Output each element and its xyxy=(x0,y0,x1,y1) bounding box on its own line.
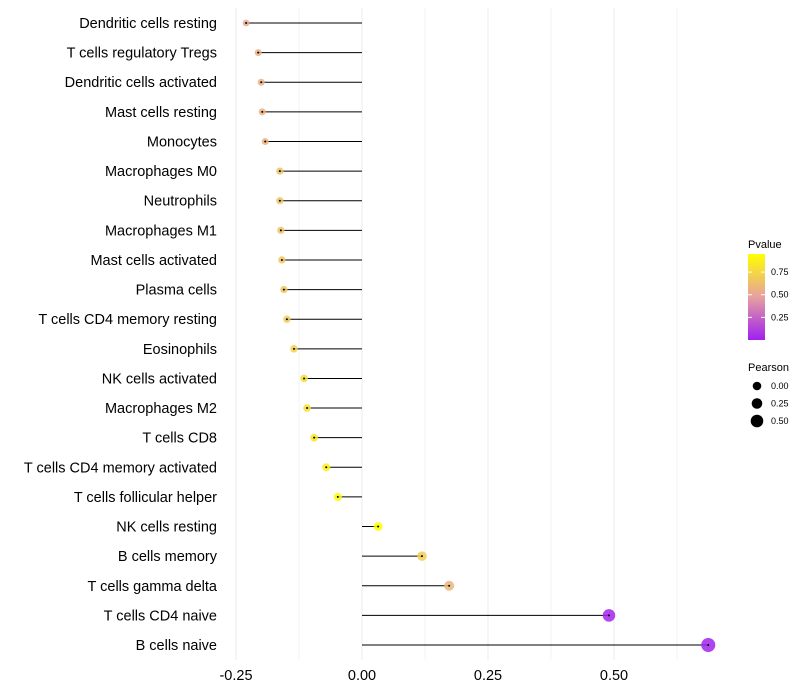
point-center xyxy=(306,407,309,410)
point-center xyxy=(607,614,610,617)
y-tick-label: Neutrophils xyxy=(144,194,217,210)
point-center xyxy=(313,436,316,439)
size-tick-label: 0.00 xyxy=(771,381,789,391)
point-center xyxy=(448,584,451,587)
size-tick-label: 0.50 xyxy=(771,416,789,426)
size-key xyxy=(751,398,763,409)
color-bar xyxy=(748,254,765,340)
legend-size-title: Pearson xyxy=(748,362,789,374)
point-center xyxy=(245,22,248,24)
y-tick-label: Macrophages M2 xyxy=(105,401,217,417)
point-center xyxy=(261,110,264,113)
point-center xyxy=(279,229,282,232)
y-tick-label: Macrophages M0 xyxy=(105,164,217,180)
x-tick-label: 0.50 xyxy=(600,668,628,684)
point-center xyxy=(336,495,339,498)
point-center xyxy=(707,644,710,647)
point-center xyxy=(292,347,295,350)
point-center xyxy=(260,81,263,84)
y-tick-label: T cells follicular helper xyxy=(74,490,217,506)
x-tick-label: 0.25 xyxy=(474,668,502,684)
y-tick-label: NK cells resting xyxy=(116,520,217,536)
point-center xyxy=(325,466,328,469)
size-tick-label: 0.25 xyxy=(771,399,789,409)
y-tick-label: NK cells activated xyxy=(102,371,217,387)
y-tick-label: T cells regulatory Tregs xyxy=(67,46,217,62)
y-tick-label: Mast cells activated xyxy=(90,253,217,269)
legend: Pvalue 0.75 0.50 0.25 Pearson 0.00 0.25 0.50 xyxy=(748,239,789,428)
y-tick-label: T cells gamma delta xyxy=(88,579,218,595)
x-tick-label: 0.00 xyxy=(348,668,376,684)
y-tick-label: Monocytes xyxy=(147,134,217,150)
point-center xyxy=(280,258,283,261)
color-tick-label: 0.25 xyxy=(771,312,789,322)
point-center xyxy=(282,288,285,291)
y-tick-label: Macrophages M1 xyxy=(105,223,217,239)
y-tick-label: Eosinophils xyxy=(143,342,217,358)
y-tick-label: T cells CD4 memory resting xyxy=(38,312,217,328)
size-key xyxy=(750,414,764,428)
color-tick-label: 0.50 xyxy=(771,290,789,300)
y-tick-label: Mast cells resting xyxy=(105,105,217,121)
point-center xyxy=(278,199,281,202)
point-center xyxy=(377,525,380,528)
y-tick-label: B cells memory xyxy=(118,549,218,565)
y-tick-label: Dendritic cells activated xyxy=(65,75,217,91)
y-tick-label: Plasma cells xyxy=(136,283,217,299)
y-tick-label: B cells naive xyxy=(136,638,217,654)
point-center xyxy=(278,170,281,173)
point-center xyxy=(303,377,306,380)
point-center xyxy=(257,51,260,54)
point-center xyxy=(420,555,423,558)
size-key xyxy=(752,381,762,391)
y-tick-label: Dendritic cells resting xyxy=(79,16,217,32)
point-center xyxy=(264,140,267,143)
y-tick-label: T cells CD8 xyxy=(142,431,217,447)
legend-color-title: Pvalue xyxy=(748,239,782,251)
x-tick-label: -0.25 xyxy=(219,668,252,684)
y-tick-label: T cells CD4 naive xyxy=(104,608,217,624)
point-center xyxy=(285,318,288,321)
color-tick-label: 0.75 xyxy=(771,267,789,277)
y-tick-label: T cells CD4 memory activated xyxy=(24,460,217,476)
